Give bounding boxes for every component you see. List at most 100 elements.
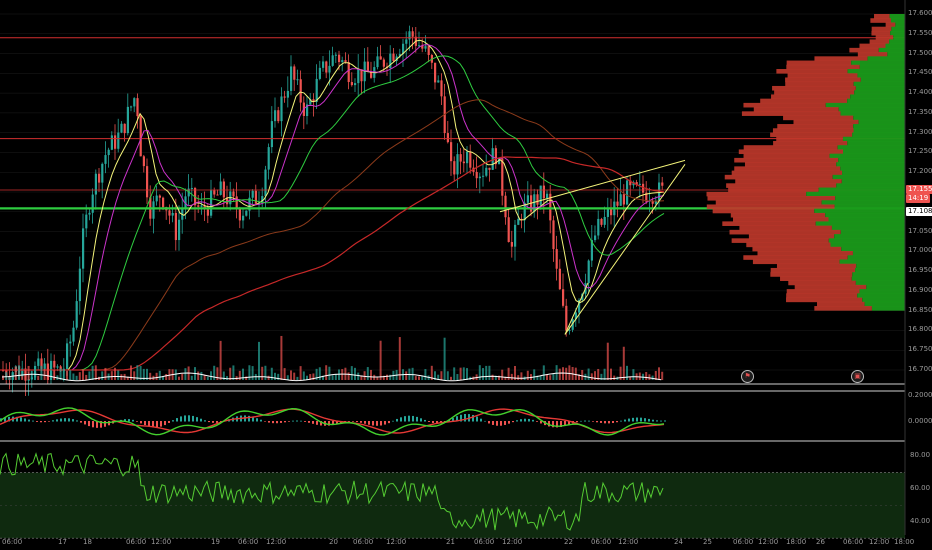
volume-profile-bar (835, 195, 905, 201)
volume-profile-bar (734, 166, 841, 171)
candle-body (590, 240, 593, 261)
volume-profile-bar (842, 149, 905, 155)
volume-bar (69, 370, 72, 380)
volume-profile-bar (837, 145, 905, 150)
volume-bar (277, 373, 280, 380)
candle-body (171, 212, 174, 216)
volume-profile-bar (864, 301, 905, 307)
volume-profile-bar (874, 14, 890, 19)
candle-body (558, 268, 561, 290)
axis-tick-label: 18 (83, 538, 92, 546)
macd-histogram-bar (128, 419, 130, 422)
volume-bar (37, 375, 40, 380)
volume-bar (398, 337, 401, 380)
volume-bar (526, 370, 529, 380)
axis-tick-label: 06:00 (591, 538, 612, 546)
axis-tick-label: 06:00 (843, 538, 864, 546)
macd-histogram-bar (284, 421, 286, 423)
candle-body (574, 312, 577, 320)
macd-histogram-bar (380, 421, 382, 426)
macd-histogram-bar (476, 416, 478, 422)
volume-bar (597, 368, 600, 380)
candle-body (469, 151, 472, 168)
ema-long-line (0, 99, 665, 371)
candle-body (357, 69, 360, 84)
event-calendar-icon[interactable]: ▣ (851, 370, 864, 383)
candle-body (478, 176, 481, 179)
candle-body (600, 218, 603, 225)
volume-profile-bar (889, 39, 905, 44)
candle-body (318, 67, 321, 79)
candle-body (510, 242, 513, 247)
volume-bar (405, 371, 408, 380)
candle-body (85, 214, 88, 229)
macd-histogram-bar (60, 418, 62, 422)
ema-fast-line (0, 39, 665, 371)
macd-histogram-bar (640, 417, 642, 422)
volume-bar (245, 376, 248, 380)
axis-tick-label: 17 (58, 538, 67, 546)
volume-bar (437, 374, 440, 380)
macd-histogram-bar (204, 420, 206, 422)
macd-histogram-bar (512, 421, 514, 423)
axis-tick-label: 12:00 (758, 538, 779, 546)
volume-profile-bar (849, 47, 879, 53)
candle-body (280, 96, 283, 122)
axis-tick-label: 06:00 (126, 538, 147, 546)
volume-bar (485, 365, 488, 380)
macd-pane[interactable] (0, 407, 666, 436)
candle-body (264, 169, 267, 197)
volume-bar (322, 375, 324, 380)
wedge-lower-line (564, 164, 686, 335)
candle-body (75, 301, 78, 328)
volume-bar (504, 376, 507, 380)
volume-profile-bar (853, 115, 905, 121)
axis-tick-label: 20 (329, 538, 338, 546)
volume-profile-bar (830, 242, 905, 248)
pane-separators[interactable] (0, 0, 906, 535)
volume-bar (184, 368, 187, 380)
volume-profile-bar (889, 14, 905, 19)
volume-profile-bar (853, 128, 905, 133)
event-flag-icon[interactable]: ⚑ (741, 370, 754, 383)
macd-histogram-bar (664, 420, 666, 422)
volume-profile-bar (786, 293, 858, 298)
candle-body (638, 183, 641, 185)
volume-bar (414, 376, 417, 380)
macd-histogram-bar (72, 419, 74, 422)
volume-profile-bar (838, 157, 905, 163)
macd-histogram-bar (612, 421, 614, 424)
volume-bar (78, 372, 81, 380)
volume-profile-bar (852, 132, 905, 138)
volume-bar (286, 375, 289, 380)
macd-histogram-bar (68, 418, 70, 422)
macd-histogram-bar (156, 421, 158, 428)
candle-body (539, 185, 542, 205)
volume-profile-bar (866, 284, 905, 290)
candle-body (366, 61, 369, 72)
volume-bar (629, 376, 632, 380)
macd-histogram-bar (316, 421, 318, 425)
volume-bar (219, 340, 222, 380)
volume-profile-bar (895, 22, 905, 28)
volume-profile-bar (821, 200, 905, 205)
volume-bar (581, 370, 584, 380)
volume-profile-bar (890, 30, 905, 36)
volume-profile-bar (825, 212, 905, 218)
axis-tick-label: 12:00 (386, 538, 407, 546)
price-pane[interactable] (0, 13, 905, 397)
macd-histogram-bar (20, 417, 22, 422)
volume-bar (354, 367, 356, 380)
volume-profile-bar (851, 276, 905, 282)
volume-profile-bar (731, 170, 843, 176)
candle-body (155, 195, 158, 202)
volume-bar (110, 371, 113, 380)
rsi-pane[interactable] (0, 452, 905, 539)
macd-histogram-bar (504, 421, 506, 425)
candle-body (94, 173, 97, 195)
candle-body (568, 329, 571, 331)
macd-histogram-bar (280, 421, 282, 423)
volume-bar (376, 376, 379, 380)
macd-histogram-bar (76, 420, 78, 422)
